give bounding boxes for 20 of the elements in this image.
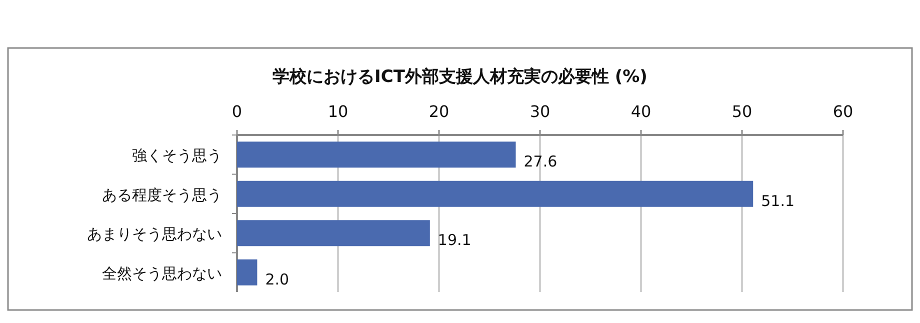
x-tick-label: 60 bbox=[832, 102, 854, 121]
chart-title: 学校におけるICT外部支援人材充実の必要性 (%) bbox=[272, 67, 648, 87]
x-tick-label: 0 bbox=[232, 102, 242, 121]
y-tick-label: あまりそう思わない bbox=[87, 225, 222, 244]
bar bbox=[237, 220, 430, 246]
data-label: 51.1 bbox=[761, 192, 795, 210]
x-tick-label: 20 bbox=[428, 102, 450, 121]
x-tick-label: 40 bbox=[630, 102, 652, 121]
y-tick-label: ある程度そう思う bbox=[102, 186, 222, 204]
bar bbox=[237, 180, 754, 207]
data-label: 2.0 bbox=[265, 270, 290, 288]
x-tick-label: 50 bbox=[732, 102, 752, 121]
data-label: 19.1 bbox=[438, 231, 472, 250]
data-label: 27.6 bbox=[524, 152, 558, 171]
bar bbox=[237, 142, 516, 168]
y-tick-label: 強くそう思う bbox=[132, 146, 222, 165]
x-tick-label: 30 bbox=[530, 102, 550, 121]
y-tick-label: 全然そう思わない bbox=[102, 264, 222, 282]
bar bbox=[237, 259, 258, 286]
x-tick-label: 10 bbox=[328, 102, 348, 121]
